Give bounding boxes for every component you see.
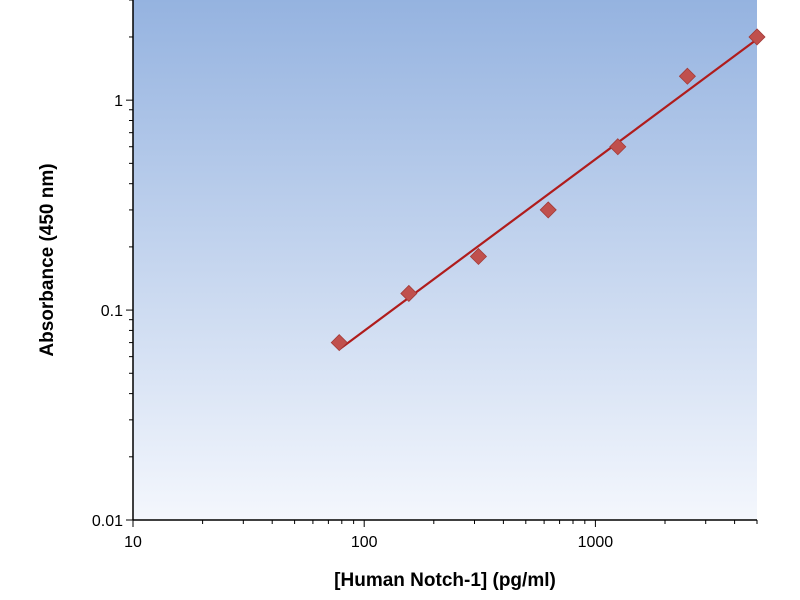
x-tick-label: 100 <box>351 534 378 551</box>
data-point <box>609 138 627 156</box>
axes <box>132 0 757 521</box>
data-point <box>539 201 557 219</box>
data-point <box>330 334 348 352</box>
y-axis-title: Absorbance (450 nm) <box>37 163 58 356</box>
x-axis-title: [Human Notch-1] (pg/ml) <box>334 570 556 591</box>
y-tick-label: 0.01 <box>92 513 123 530</box>
ticks: 10 100 1000 0.01 0.1 1 <box>92 0 758 551</box>
x-tick-label: 1000 <box>578 534 614 551</box>
data-point <box>678 67 696 85</box>
data-point <box>748 28 766 46</box>
data-point <box>400 284 418 303</box>
y-tick-label: 0.1 <box>101 303 123 320</box>
y-tick-label: 1 <box>114 93 123 110</box>
data-point <box>469 247 488 266</box>
plot-area <box>133 0 757 520</box>
data-points <box>330 28 766 352</box>
x-tick-label: 10 <box>124 534 142 551</box>
